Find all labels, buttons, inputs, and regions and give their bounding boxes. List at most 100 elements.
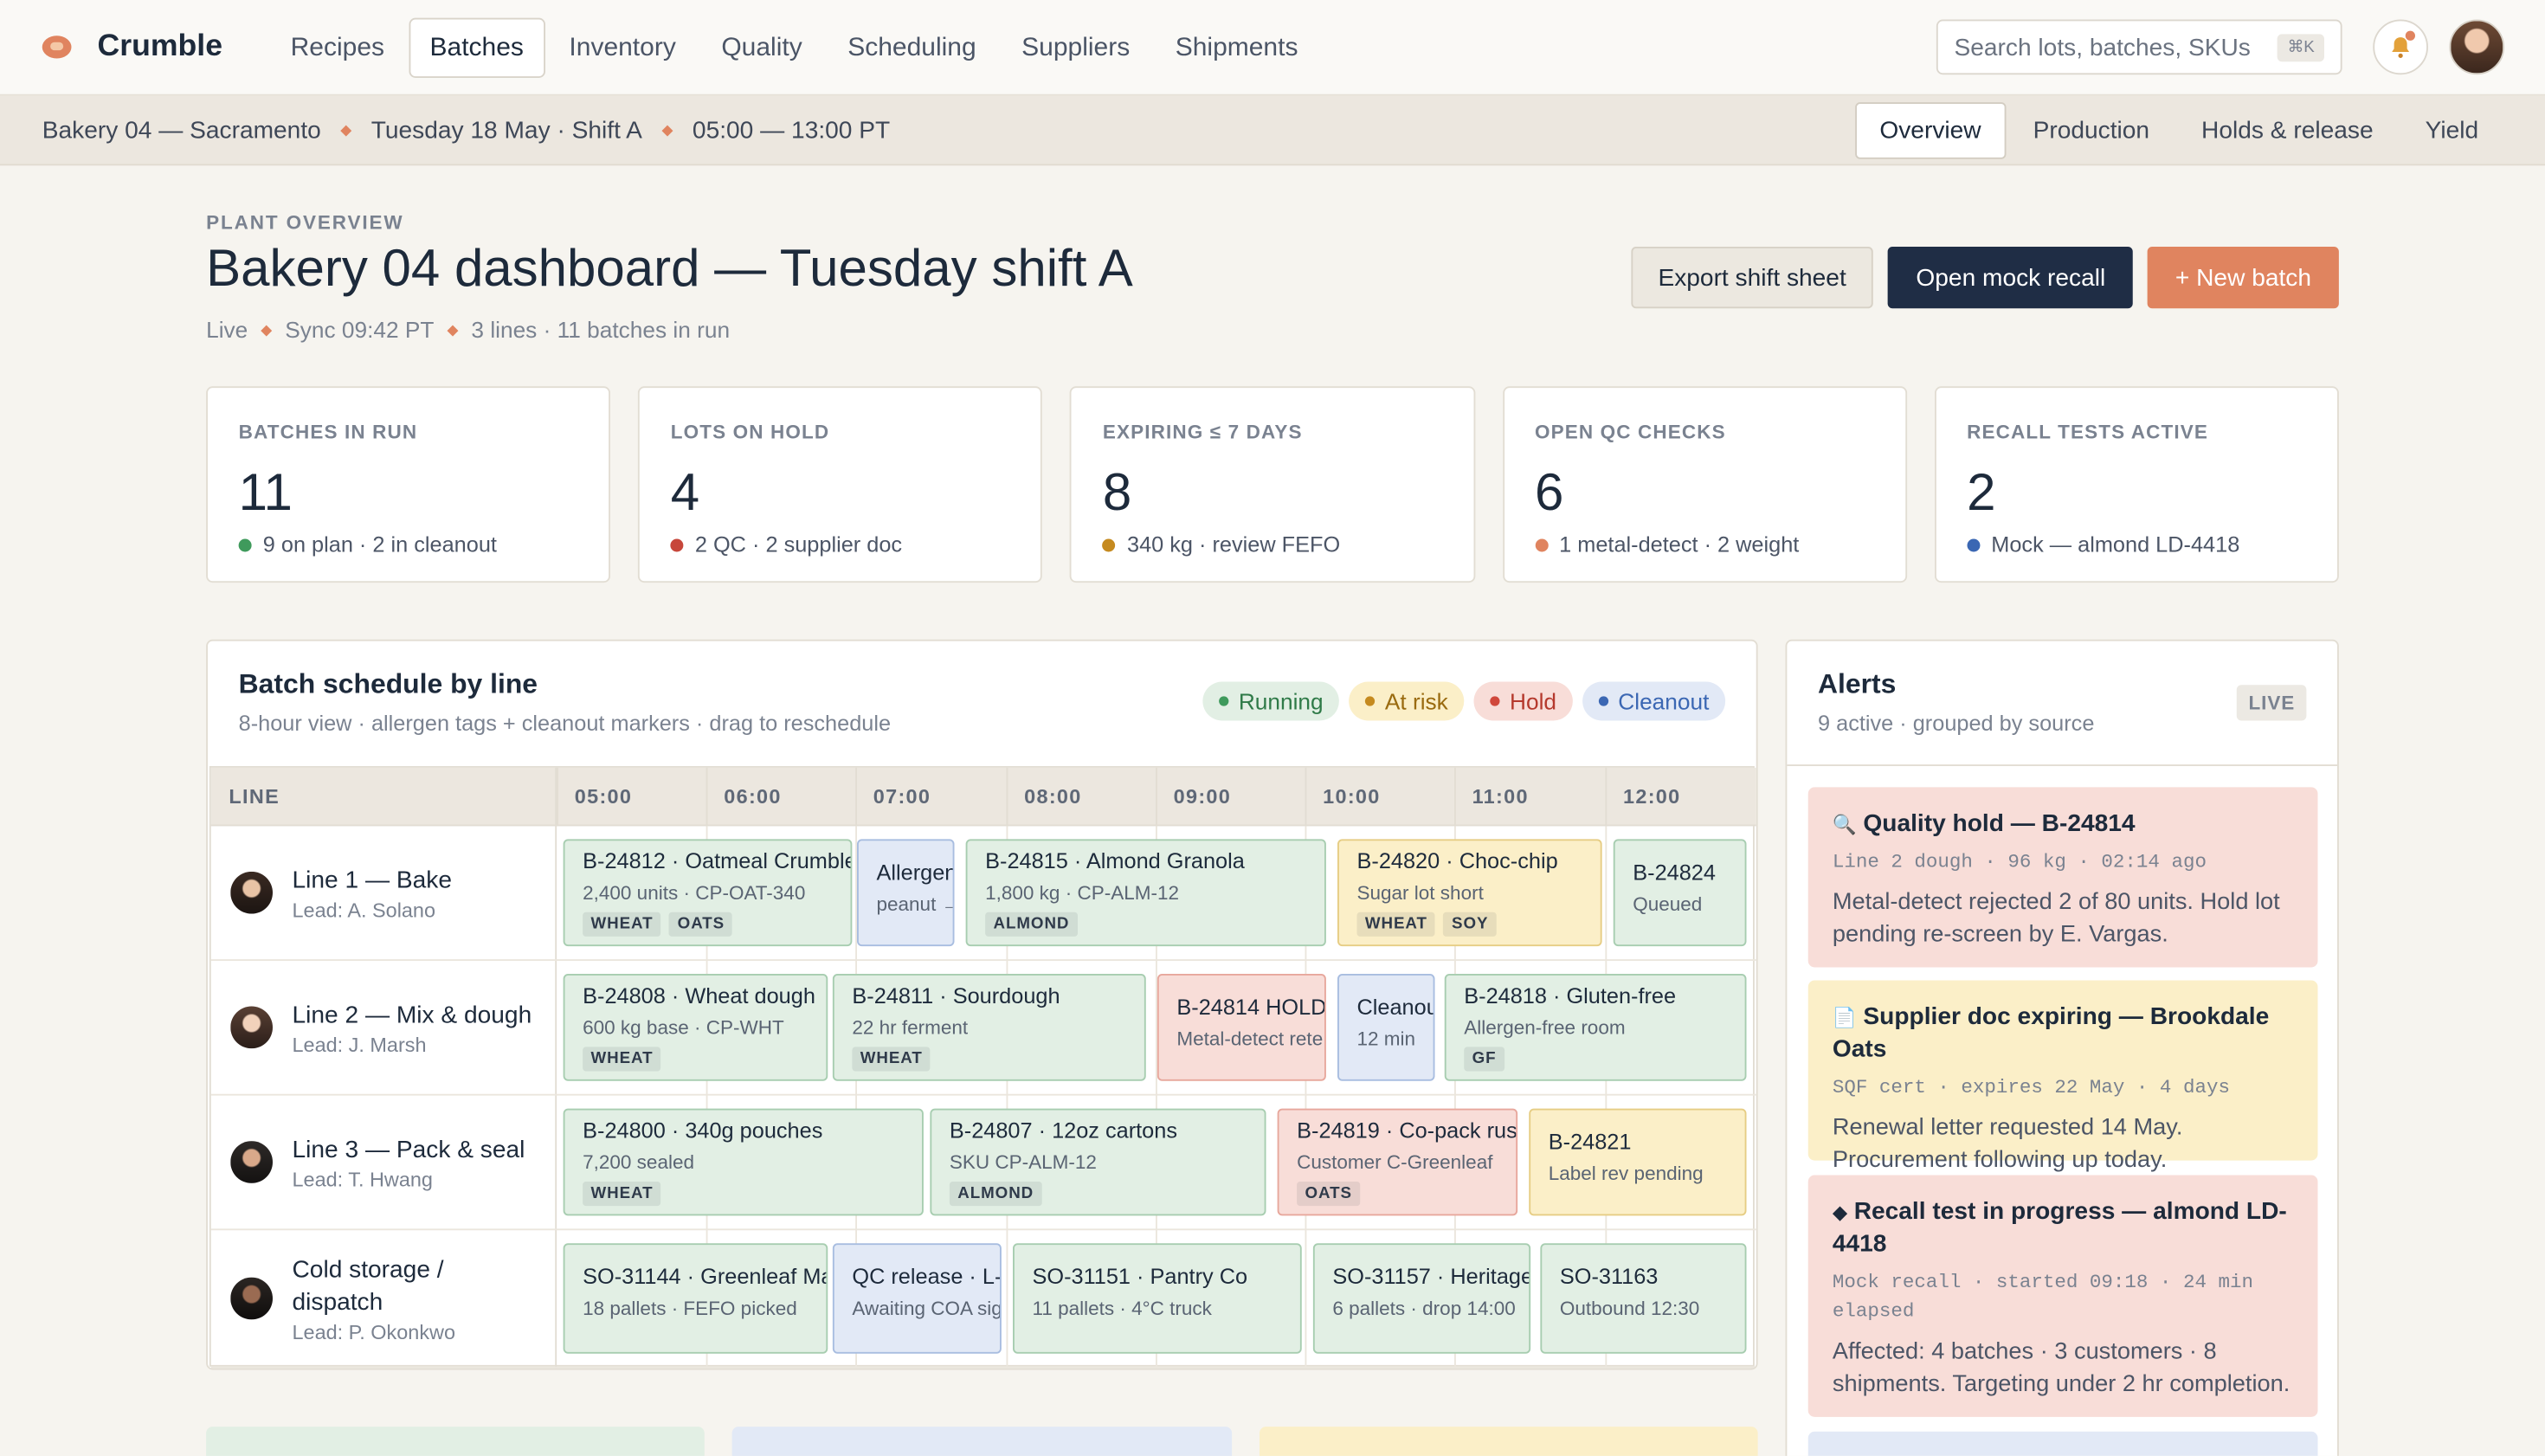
kpi-card-open-qc-checks[interactable]: OPEN QC CHECKS 6 1 metal-detect · 2 weig… (1502, 386, 1907, 583)
allergen-tag: ALMOND (949, 1182, 1042, 1207)
alert-card-quality-hold-b-24814[interactable]: 🔍 Quality hold — B-24814 Line 2 dough · 96… (1807, 787, 2318, 968)
legend-cleanout[interactable]: Cleanout (1582, 681, 1726, 721)
kpi-note-text: 1 metal-detect · 2 weight (1559, 532, 1800, 557)
tab-overview[interactable]: Overview (1855, 102, 2006, 159)
line-row-line-2-mix-dough: Line 2 — Mix & dough Lead: J. Marsh B-2480… (210, 961, 1756, 1096)
notifications-button[interactable] (2373, 19, 2428, 75)
schedule-block-run[interactable]: B-24818 · Gluten-free Allergen-free room G… (1444, 974, 1747, 1081)
line-label[interactable]: Line 1 — Bake Lead: A. Solano (230, 826, 555, 959)
summary-card[interactable] (731, 1427, 1233, 1456)
schedule-block-hold[interactable]: B-24819 · Co-pack rusl Customer C-Greenle… (1277, 1108, 1518, 1216)
nav-quality[interactable]: Quality (721, 33, 802, 61)
line-text: Line 2 — Mix & dough Lead: J. Marsh (293, 999, 532, 1056)
summary-card[interactable] (1260, 1427, 1758, 1456)
nav-shipments[interactable]: Shipments (1175, 33, 1298, 61)
line-label[interactable]: Cold storage / dispatch Lead: P. Okonkwo (230, 1230, 555, 1367)
page-eyebrow: PLANT OVERVIEW (206, 210, 404, 234)
alert-body: Metal-detect rejected 2 of 80 units. Hol… (1832, 889, 2280, 949)
nav-scheduling[interactable]: Scheduling (847, 33, 976, 61)
export-shift-sheet-button[interactable]: Export shift sheet (1630, 247, 1874, 309)
schedule-block-clean[interactable]: QC release · L-8 Awaiting COA sig (832, 1243, 1002, 1354)
lead-avatar (230, 1006, 273, 1049)
block-title: B-24800 · 340g pouches (583, 1118, 823, 1143)
schedule-block-run[interactable]: B-24812 · Oatmeal Crumble 2,400 units · C… (563, 839, 853, 947)
kpi-card-expiring[interactable]: EXPIRING ≤ 7 DAYS 8 340 kg · review FEFO (1070, 386, 1475, 583)
kpi-note-text: 9 on plan · 2 in cleanout (262, 532, 497, 557)
block-title: SO-31151 · Pantry Co (1032, 1264, 1248, 1289)
schedule-block-run[interactable]: SO-31151 · Pantry Co 11 pallets · 4°C tru… (1013, 1243, 1302, 1354)
schedule-block-run[interactable]: SO-31163 Outbound 12:30 (1540, 1243, 1747, 1354)
schedule-block-clean[interactable]: Allergen peanut → (857, 839, 955, 947)
user-avatar[interactable] (2449, 19, 2505, 75)
legend-hold[interactable]: Hold (1473, 681, 1573, 721)
hour-gridline (1305, 826, 1307, 1369)
hour-gridline (1006, 826, 1008, 1369)
status-dot-icon (1967, 538, 1981, 551)
schedule-block-run[interactable]: B-24808 · Wheat dough 600 kg base · CP-WH… (563, 974, 828, 1081)
line-lead: Lead: J. Marsh (292, 1033, 427, 1056)
allergen-tag: WHEAT (852, 1047, 931, 1072)
schedule-block-run[interactable]: B-24811 · Sourdough 22 hr ferment WHEAT (832, 974, 1146, 1081)
tab-production[interactable]: Production (2033, 117, 2150, 145)
brand[interactable]: Crumble (42, 26, 222, 68)
line-label[interactable]: Line 2 — Mix & dough Lead: J. Marsh (230, 961, 555, 1094)
kpi-note: Mock — almond LD-4418 (1967, 532, 2306, 557)
summary-card[interactable] (206, 1427, 705, 1456)
nav-recipes[interactable]: Recipes (290, 33, 385, 61)
search-box[interactable]: ⌘K (1936, 19, 2342, 75)
block-subtitle: 600 kg base · CP-WHT (583, 1015, 784, 1039)
legend-at-risk[interactable]: At risk (1349, 681, 1465, 721)
search-input[interactable] (1954, 33, 2278, 61)
alert-meta: Mock recall · started 09:18 · 24 min ela… (1832, 1271, 2253, 1324)
line-text: Cold storage / dispatch Lead: P. Okonkwo (293, 1253, 471, 1343)
kpi-label: LOTS ON HOLD (670, 420, 830, 443)
alert-icon: 📄 (1832, 1006, 1857, 1029)
allergen-tag: WHEAT (583, 1182, 661, 1207)
alert-icon: ◆ (1832, 1201, 1848, 1224)
schedule-block-run[interactable]: B-24800 · 340g pouches 7,200 sealed WHEAT (563, 1108, 924, 1216)
tab-holds-release[interactable]: Holds & release (2201, 117, 2374, 145)
line-lead: Lead: A. Solano (292, 898, 436, 922)
tab-yield[interactable]: Yield (2425, 117, 2479, 145)
block-subtitle: 18 pallets · FEFO picked (583, 1297, 797, 1320)
alert-card-supplier-doc-expiring-brookdal[interactable]: 📄 Supplier doc expiring — Brookdale Oats S… (1807, 980, 2318, 1174)
hour-header: 10:00 (1323, 785, 1381, 809)
kpi-note: 9 on plan · 2 in cleanout (238, 532, 578, 557)
line-name: Line 1 — Bake (292, 866, 453, 894)
kpi-card-batches-in-run[interactable]: BATCHES IN RUN 11 9 on plan · 2 in clean… (206, 386, 611, 583)
legend-running[interactable]: Running (1202, 681, 1340, 721)
kpi-card-lots-on-hold[interactable]: LOTS ON HOLD 4 2 QC · 2 supplier doc (638, 386, 1043, 583)
schedule-block-run[interactable]: B-24824 Queued (1613, 839, 1747, 947)
shift-date: Tuesday 18 May · Shift A (370, 117, 642, 145)
schedule-block-run[interactable]: SO-31157 · Heritage 6 pallets · drop 14:0… (1312, 1243, 1531, 1354)
line-label[interactable]: Line 3 — Pack & seal Lead: T. Hwang (230, 1096, 555, 1229)
hour-header: 05:00 (574, 785, 633, 809)
schedule-block-risk[interactable]: B-24821 Label rev pending (1529, 1108, 1747, 1216)
allergen-tag: WHEAT (1356, 912, 1436, 937)
nav-batches[interactable]: Batches (409, 17, 545, 78)
nav-inventory[interactable]: Inventory (569, 33, 676, 61)
new-batch-button[interactable]: + New batch (2148, 247, 2339, 309)
batch-schedule-card: Batch schedule by line 8-hour view · all… (206, 639, 1758, 1370)
kpi-card-recall-tests[interactable]: RECALL TESTS ACTIVE 2 Mock — almond LD-4… (1934, 386, 2339, 583)
schedule-block-clean[interactable]: Cleanou 12 min (1337, 974, 1435, 1081)
schedule-block-run[interactable]: B-24807 · 12oz cartons SKU CP-ALM-12 ALMON… (930, 1108, 1266, 1216)
kpi-value: 2 (1967, 462, 1996, 521)
alert-card-recall-test-in-progress-almond[interactable]: ◆ Recall test in progress — almond LD-441… (1807, 1175, 2318, 1417)
alert-card-partial[interactable] (1807, 1431, 2318, 1456)
block-title: B-24824 (1633, 860, 1716, 885)
schedule-block-run[interactable]: B-24815 · Almond Granola 1,800 kg · CP-AL… (965, 839, 1326, 947)
open-mock-recall-button[interactable]: Open mock recall (1888, 247, 2134, 309)
block-title: B-24819 · Co-pack rusl (1297, 1118, 1518, 1143)
shift-context: Bakery 04 — Sacramento ◆ Tuesday 18 May … (42, 96, 890, 166)
schedule-block-run[interactable]: SO-31144 · Greenleaf Mar 18 pallets · FEF… (563, 1243, 828, 1354)
legend-dot-icon (1365, 696, 1376, 706)
schedule-block-hold[interactable]: B-24814 HOLD Metal-detect rete (1157, 974, 1326, 1081)
line-column-header: LINE (229, 785, 280, 809)
line-lead: Lead: P. Okonkwo (292, 1320, 455, 1343)
kpi-note: 340 kg · review FEFO (1102, 532, 1442, 557)
block-subtitle: Sugar lot short (1356, 881, 1484, 905)
page-meta: Live ◆ Sync 09:42 PT ◆ 3 lines · 11 batc… (206, 317, 730, 343)
nav-suppliers[interactable]: Suppliers (1021, 33, 1131, 61)
schedule-block-risk[interactable]: B-24820 · Choc-chip Sugar lot short WHEAT S… (1337, 839, 1602, 947)
